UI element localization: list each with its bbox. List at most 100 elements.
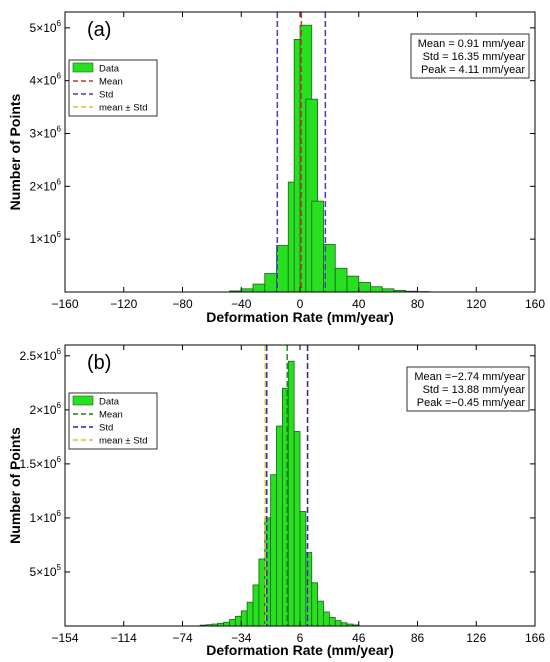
histogram-bar	[252, 584, 260, 627]
y-tick-label-exponent: 6	[57, 19, 62, 28]
chart-panel-b: −154 −114 −74 −34 6 46 86 126 1665×1051×1061.5×1…	[7, 344, 545, 658]
y-tick-label-exponent: 6	[57, 509, 62, 518]
y-tick-label: 1.5×106	[20, 455, 62, 471]
legend-entry: Std	[99, 423, 113, 434]
legend-entry: Mean	[99, 410, 123, 421]
panel-label: (b)	[87, 352, 111, 374]
y-tick-label-exponent: 6	[57, 177, 62, 186]
y-tick-label-base: 1×10	[30, 232, 57, 246]
histogram-bar	[287, 360, 295, 627]
x-tick-label: 46	[352, 631, 366, 645]
x-axis-label: Deformation Rate (mm/year)	[206, 309, 394, 325]
y-tick-label-base: 5×10	[30, 565, 57, 579]
y-tick-label-exponent: 6	[57, 125, 62, 134]
histogram-bar	[223, 621, 230, 627]
stats-box	[410, 33, 530, 79]
histogram-bar	[317, 600, 324, 627]
y-tick-label-base: 2.5×10	[20, 349, 57, 363]
histogram-bar	[270, 474, 277, 627]
stats-line: Mean =−2.74 mm/year	[414, 371, 525, 383]
x-tick-label: 120	[466, 297, 486, 311]
histogram-bar	[246, 601, 254, 627]
panel-label: (a)	[87, 19, 111, 41]
stats-line: Std = 13.88 mm/year	[423, 384, 526, 396]
y-tick-label-exponent: 6	[57, 455, 62, 464]
y-tick-label: 5×105	[30, 563, 62, 579]
legend-swatch-data	[72, 62, 94, 73]
y-tick-label: 1×106	[30, 230, 62, 246]
histogram-bar	[240, 610, 248, 627]
legend-entry: Std	[99, 90, 113, 101]
legend-entry: Data	[99, 397, 120, 408]
histogram-bar	[293, 431, 301, 627]
x-tick-label: 6	[297, 631, 304, 645]
x-tick-label: 80	[411, 297, 425, 311]
y-tick-label-exponent: 6	[57, 230, 62, 239]
x-tick-label: 126	[466, 631, 486, 645]
legend-entry: mean ± Std	[99, 103, 148, 114]
x-tick-label: −80	[172, 297, 193, 311]
y-tick-label-base: 3×10	[30, 127, 57, 141]
histogram-bar	[358, 282, 371, 293]
y-tick-label-base: 1.5×10	[20, 457, 57, 471]
histogram-bar	[229, 619, 236, 627]
histogram-bar	[252, 283, 266, 293]
stats-line: Peak =−0.45 mm/year	[417, 397, 526, 409]
y-tick-label-exponent: 6	[57, 72, 62, 81]
y-tick-label: 5×106	[30, 19, 62, 35]
y-tick-label: 2×106	[30, 401, 62, 417]
stats-line: Mean = 0.91 mm/year	[418, 38, 526, 50]
histogram-bar	[328, 616, 336, 627]
y-tick-label-exponent: 6	[57, 347, 62, 356]
x-tick-label: −114	[111, 631, 137, 645]
y-tick-label-base: 1×10	[30, 511, 57, 525]
histogram-bar	[311, 582, 319, 627]
x-tick-label: 160	[525, 297, 545, 311]
legend-entry: Mean	[99, 77, 123, 88]
histogram-bar	[276, 425, 283, 627]
stats-box	[406, 366, 530, 412]
x-tick-label: −160	[51, 297, 78, 311]
y-tick-label: 3×106	[30, 125, 62, 141]
y-tick-label-base: 2×10	[30, 403, 57, 417]
y-axis-label: Number of Points	[7, 93, 23, 210]
y-tick-label-exponent: 6	[57, 401, 62, 410]
histogram-bar	[264, 273, 277, 293]
x-tick-label: −40	[231, 297, 252, 311]
y-tick-label: 1×106	[30, 509, 62, 525]
histogram-bar	[334, 267, 348, 293]
y-tick-label: 4×106	[30, 72, 62, 88]
histogram-bar	[311, 200, 324, 293]
y-tick-label-exponent: 5	[57, 563, 62, 572]
histogram-bar	[346, 275, 360, 293]
histogram-bar	[276, 245, 289, 293]
x-tick-label: −74	[172, 631, 193, 645]
histogram-bar	[334, 620, 342, 627]
legend-entry: mean ± Std	[99, 436, 148, 447]
legend-swatch-data	[72, 395, 94, 406]
x-tick-label: 40	[352, 297, 366, 311]
legend-entry: Data	[99, 64, 120, 75]
x-axis-label: Deformation Rate (mm/year)	[206, 642, 394, 658]
histogram-bar	[234, 615, 242, 627]
histogram-bar	[323, 611, 330, 627]
y-tick-label-base: 5×10	[30, 21, 57, 35]
y-tick-label: 2.5×106	[20, 347, 62, 363]
x-tick-label: −120	[110, 297, 137, 311]
x-tick-label: 86	[411, 631, 425, 645]
x-tick-label: −154	[51, 631, 78, 645]
y-axis-label: Number of Points	[7, 427, 23, 544]
x-tick-label: 0	[297, 297, 304, 311]
y-tick-label-base: 4×10	[30, 74, 57, 88]
histogram-bar	[370, 286, 383, 293]
x-tick-label: −34	[231, 631, 252, 645]
y-tick-label: 2×106	[30, 177, 62, 193]
x-tick-label: 166	[525, 631, 545, 645]
stats-line: Std = 16.35 mm/year	[423, 51, 526, 63]
histogram-bar	[258, 558, 266, 627]
y-tick-label-base: 2×10	[30, 179, 57, 193]
chart-panel-a: −160 −120 −80 −40 0 40 80 120 1601×1062×1063×106…	[7, 11, 545, 325]
stats-line: Peak = 4.11 mm/year	[421, 64, 525, 76]
histogram-bar	[299, 511, 307, 627]
